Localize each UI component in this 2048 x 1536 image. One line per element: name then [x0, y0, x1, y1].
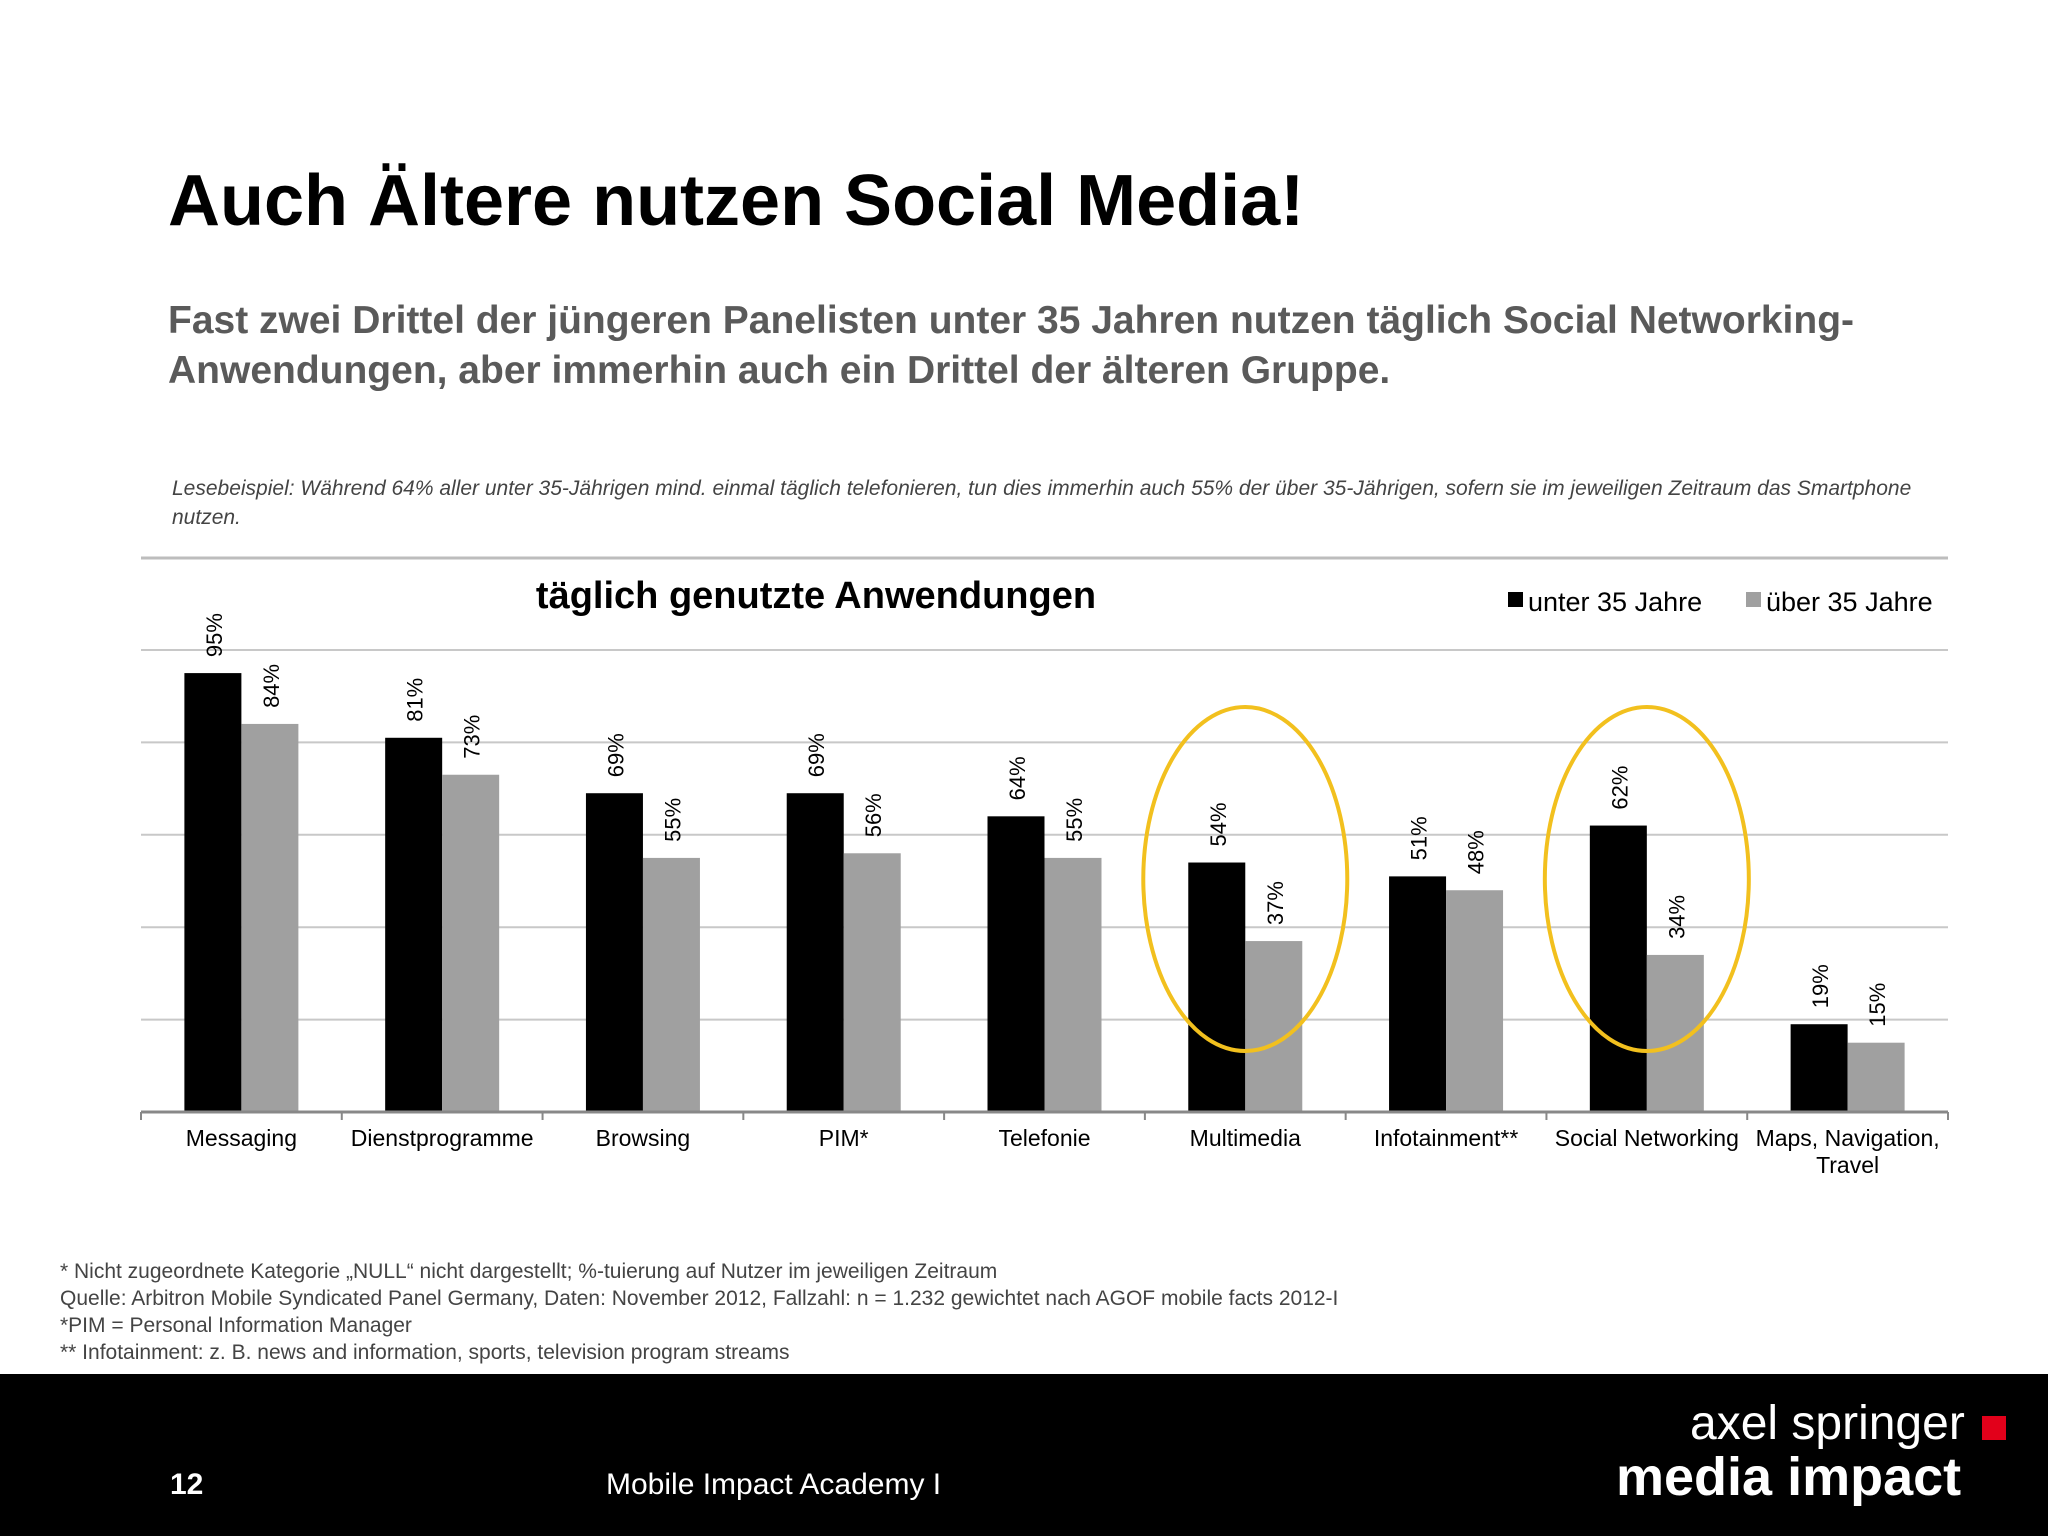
bar — [585, 793, 643, 1112]
highlight-ellipse — [1141, 705, 1350, 1053]
data-label: 48% — [1464, 830, 1489, 874]
bar — [987, 816, 1045, 1112]
legend-label: über 35 Jahre — [1766, 587, 1933, 617]
category-label: PIM* — [819, 1125, 869, 1151]
bar-chart: täglich genutzte Anwendungen unter 35 Jah… — [140, 556, 1949, 1178]
page-title: Auch Ältere nutzen Social Media! — [168, 161, 1305, 241]
bar — [1790, 1024, 1848, 1112]
category-label: Browsing — [596, 1125, 691, 1151]
bar — [1044, 857, 1102, 1112]
data-label: 64% — [1005, 756, 1030, 800]
data-label: 54% — [1206, 802, 1231, 846]
reading-example: Lesebeispiel: Während 64% aller unter 35… — [172, 477, 1912, 529]
data-label: 55% — [660, 798, 685, 842]
category-label: Infotainment** — [1374, 1125, 1519, 1151]
bar — [786, 793, 844, 1112]
category-label: Social Networking — [1555, 1125, 1739, 1151]
data-label: 69% — [804, 733, 829, 777]
footnote: * Nicht zugeordnete Kategorie „NULL“ nic… — [60, 1260, 998, 1283]
bar — [241, 723, 299, 1112]
data-label: 84% — [259, 664, 284, 708]
event-name: Mobile Impact Academy I — [606, 1468, 942, 1501]
bar — [1847, 1042, 1905, 1112]
data-label: 15% — [1865, 983, 1890, 1027]
footnote: ** Infotainment: z. B. news and informat… — [60, 1341, 790, 1364]
page-subtitle: Fast zwei Drittel der jüngeren Paneliste… — [168, 299, 1855, 392]
category-label: Maps, Navigation, — [1756, 1125, 1940, 1151]
data-label: 62% — [1607, 766, 1632, 810]
category-label: Telefonie — [998, 1125, 1090, 1151]
data-label: 69% — [603, 733, 628, 777]
bar — [1188, 862, 1246, 1112]
bar — [442, 774, 500, 1112]
category-label: Messaging — [186, 1125, 297, 1151]
data-label: 95% — [202, 613, 227, 657]
data-label: 37% — [1263, 881, 1288, 925]
footnotes: * Nicht zugeordnete Kategorie „NULL“ nic… — [60, 1258, 1338, 1366]
data-label: 73% — [460, 715, 485, 759]
bar — [1389, 876, 1447, 1112]
brand-square-icon — [1982, 1416, 2006, 1440]
bar — [1446, 890, 1504, 1112]
bar — [843, 853, 901, 1112]
footnote: Quelle: Arbitron Mobile Syndicated Panel… — [60, 1287, 1339, 1310]
category-label: Dienstprogramme — [351, 1125, 534, 1151]
legend-label: unter 35 Jahre — [1528, 587, 1702, 617]
data-label: 34% — [1664, 895, 1689, 939]
bar — [385, 737, 443, 1112]
legend-swatch — [1746, 592, 1761, 607]
bar — [1589, 825, 1647, 1112]
brand-logo-line1: axel springer — [1690, 1397, 1965, 1450]
bar — [184, 673, 242, 1112]
chart-title: täglich genutzte Anwendungen — [536, 575, 1096, 617]
data-label: 19% — [1808, 964, 1833, 1008]
bar — [1646, 954, 1704, 1112]
data-label: 51% — [1407, 816, 1432, 860]
bar — [1245, 941, 1303, 1112]
data-label: 55% — [1062, 798, 1087, 842]
page-number: 12 — [170, 1468, 204, 1501]
data-label: 81% — [403, 678, 428, 722]
bar — [642, 857, 700, 1112]
legend-swatch — [1508, 592, 1523, 607]
data-label: 56% — [861, 793, 886, 837]
highlight-ellipse — [1542, 705, 1751, 1053]
brand-logo-line2: media impact — [1616, 1447, 1962, 1507]
footer-bar — [0, 1374, 2048, 1536]
footnote: *PIM = Personal Information Manager — [60, 1314, 412, 1337]
category-label: Multimedia — [1190, 1125, 1301, 1151]
category-label: Travel — [1816, 1152, 1879, 1178]
